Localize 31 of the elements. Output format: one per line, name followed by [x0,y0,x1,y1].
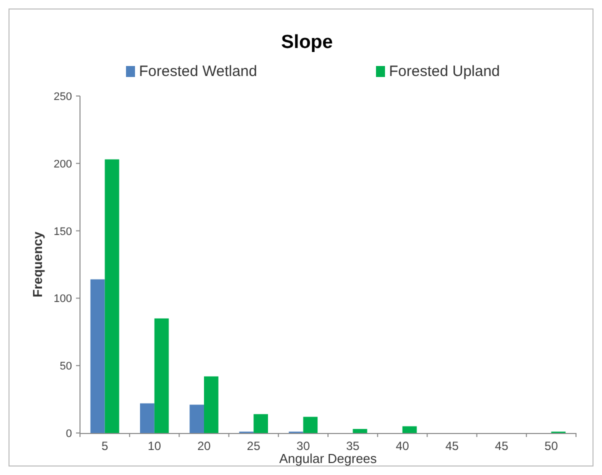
x-tick-label: 45 [494,439,509,453]
legend-label: Forested Upland [389,63,500,80]
bar [140,403,154,433]
x-axis-title: Angular Degrees [279,451,378,466]
x-tick-label: 50 [544,439,558,453]
y-axis-title: Frequency [30,230,45,298]
bar [204,376,218,433]
bar [90,279,105,433]
chart-title: Slope [281,32,333,53]
x-tick-label: 5 [101,439,108,453]
bar [352,428,368,433]
y-tick-label: 50 [60,360,72,373]
y-tick-label: 150 [54,226,72,238]
y-tick-label: 200 [54,158,72,170]
x-tick-label: 20 [197,439,211,453]
bar [402,426,417,433]
bar [190,404,204,433]
x-tick-label: 25 [246,439,261,453]
bar [154,318,169,433]
x-tick-label: 30 [296,439,310,453]
x-tick-label: 45 [445,439,459,453]
bar [104,159,120,433]
y-tick-label: 250 [54,91,72,103]
bar [254,414,268,433]
x-tick-label: 10 [148,439,162,453]
y-tick-label: 100 [54,293,72,306]
x-tick-label: 40 [396,439,410,453]
y-tick-label: 0 [66,428,72,440]
x-tick-label: 35 [346,439,360,453]
legend-label: Forested Wetland [139,63,258,80]
bar [303,416,318,433]
